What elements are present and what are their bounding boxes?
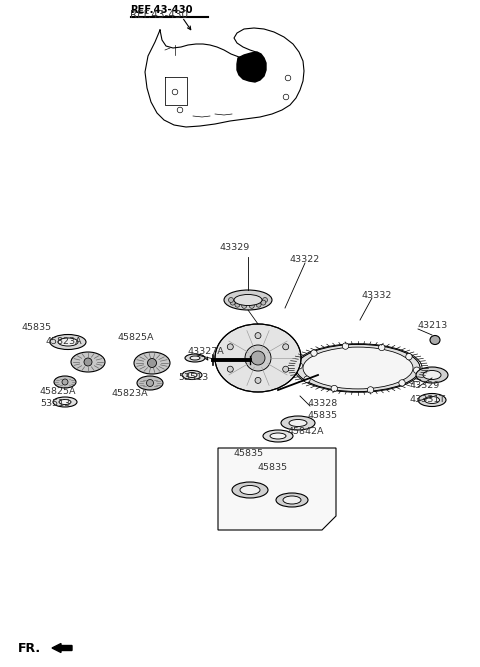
- Ellipse shape: [185, 354, 205, 362]
- Text: 43329: 43329: [410, 380, 440, 390]
- Ellipse shape: [256, 302, 261, 307]
- Text: 45842A: 45842A: [288, 428, 324, 436]
- Circle shape: [413, 367, 420, 374]
- Text: 45823A: 45823A: [45, 338, 82, 346]
- Circle shape: [255, 333, 261, 339]
- Ellipse shape: [50, 334, 86, 350]
- Ellipse shape: [234, 295, 262, 305]
- Ellipse shape: [270, 433, 286, 439]
- Circle shape: [311, 350, 317, 356]
- Circle shape: [379, 344, 385, 351]
- Ellipse shape: [137, 376, 163, 390]
- Text: 43332: 43332: [362, 291, 392, 299]
- Ellipse shape: [289, 420, 307, 426]
- Ellipse shape: [261, 300, 266, 305]
- Ellipse shape: [215, 324, 301, 392]
- Circle shape: [399, 380, 405, 386]
- Ellipse shape: [281, 416, 315, 430]
- Ellipse shape: [58, 338, 78, 346]
- Circle shape: [251, 351, 265, 365]
- Circle shape: [342, 343, 348, 350]
- Circle shape: [228, 344, 233, 350]
- Circle shape: [296, 363, 302, 369]
- Ellipse shape: [249, 303, 254, 308]
- Ellipse shape: [53, 397, 77, 407]
- Ellipse shape: [182, 370, 202, 380]
- Ellipse shape: [190, 356, 200, 360]
- Circle shape: [304, 376, 310, 382]
- FancyArrow shape: [52, 644, 72, 652]
- Ellipse shape: [54, 376, 76, 388]
- Ellipse shape: [232, 482, 268, 498]
- Text: 43329: 43329: [220, 243, 250, 253]
- Circle shape: [255, 378, 261, 384]
- Text: 43328: 43328: [308, 398, 338, 408]
- Ellipse shape: [296, 344, 420, 392]
- Ellipse shape: [228, 297, 233, 303]
- Circle shape: [283, 344, 288, 350]
- Circle shape: [406, 354, 412, 360]
- Ellipse shape: [263, 430, 293, 442]
- Text: 43322: 43322: [290, 255, 320, 265]
- Ellipse shape: [224, 290, 272, 310]
- Circle shape: [245, 345, 271, 371]
- Ellipse shape: [242, 303, 247, 308]
- Text: 45835: 45835: [233, 448, 263, 458]
- Ellipse shape: [416, 367, 448, 383]
- Ellipse shape: [283, 496, 301, 504]
- Circle shape: [84, 358, 92, 366]
- Text: REF.43-430: REF.43-430: [130, 10, 188, 20]
- Ellipse shape: [240, 486, 260, 494]
- Ellipse shape: [59, 400, 71, 404]
- Circle shape: [283, 366, 288, 372]
- Circle shape: [367, 387, 374, 393]
- Text: 45823A: 45823A: [112, 388, 149, 398]
- Ellipse shape: [430, 336, 440, 344]
- Polygon shape: [218, 448, 336, 530]
- Ellipse shape: [263, 297, 267, 303]
- Text: 43331T: 43331T: [410, 396, 446, 404]
- Ellipse shape: [134, 352, 170, 374]
- Circle shape: [147, 358, 156, 368]
- Text: 45835: 45835: [308, 412, 338, 420]
- Text: 43213: 43213: [418, 321, 448, 331]
- Text: REF.43-430: REF.43-430: [130, 5, 192, 15]
- Circle shape: [146, 380, 154, 386]
- Ellipse shape: [424, 396, 440, 404]
- Ellipse shape: [230, 300, 235, 305]
- Polygon shape: [237, 52, 266, 82]
- Ellipse shape: [71, 352, 105, 372]
- Text: 53513: 53513: [40, 398, 70, 408]
- Text: 53513: 53513: [178, 372, 208, 382]
- Ellipse shape: [303, 347, 413, 389]
- Text: 45825A: 45825A: [118, 333, 155, 342]
- Ellipse shape: [418, 394, 446, 406]
- Ellipse shape: [235, 302, 240, 307]
- Circle shape: [331, 386, 337, 392]
- Text: 45825A: 45825A: [40, 388, 76, 396]
- Circle shape: [62, 379, 68, 385]
- Text: FR.: FR.: [18, 642, 41, 654]
- Ellipse shape: [187, 372, 197, 378]
- Ellipse shape: [276, 493, 308, 507]
- Text: 45835: 45835: [258, 462, 288, 472]
- Text: 43327A: 43327A: [188, 348, 225, 356]
- Circle shape: [228, 366, 233, 372]
- Text: 45835: 45835: [22, 323, 52, 333]
- Ellipse shape: [423, 370, 441, 380]
